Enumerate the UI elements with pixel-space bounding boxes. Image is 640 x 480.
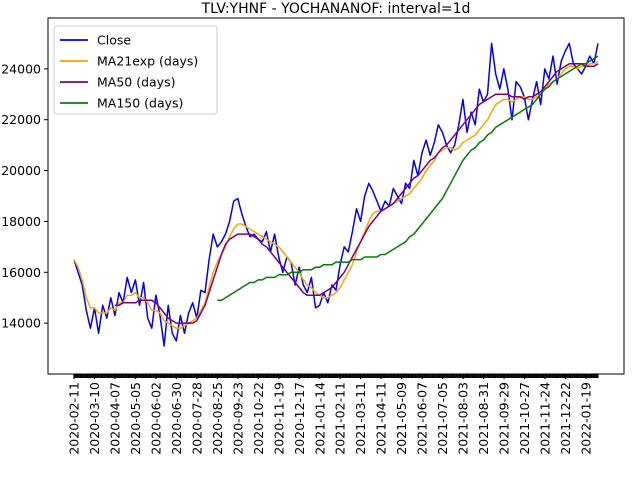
x-tick-label: 2021-07-05 <box>435 382 450 455</box>
legend-label: Close <box>97 33 131 48</box>
x-tick-label: 2020-12-17 <box>292 382 307 455</box>
plot-area <box>73 42 599 347</box>
y-tick-label: 22000 <box>1 112 41 127</box>
y-tick-label: 20000 <box>1 163 41 178</box>
legend-box <box>53 25 218 115</box>
y-axis: 14000 16000 18000 20000 22000 24000 <box>1 61 48 331</box>
y-tick-label: 18000 <box>1 214 41 229</box>
series-line-0 <box>73 42 599 347</box>
x-tick-label: 2021-05-09 <box>394 382 409 455</box>
x-tick-label: 2021-02-11 <box>333 382 348 455</box>
x-tick-label: 2020-07-28 <box>189 382 204 455</box>
chart-title: TLV:YHNF - YOCHANANOF: interval=1d <box>201 1 471 17</box>
x-tick-label: 2021-08-31 <box>476 382 491 455</box>
x-tick-label: 2021-03-11 <box>353 382 368 455</box>
x-tick-label: 2020-10-22 <box>251 382 266 455</box>
x-tick-label: 2021-11-24 <box>538 382 553 455</box>
x-tick-label: 2021-09-29 <box>497 382 512 455</box>
y-tick-label: 16000 <box>1 265 41 280</box>
legend-label: MA50 (days) <box>97 75 175 90</box>
x-tick-label: 2021-04-11 <box>374 382 389 455</box>
x-tick-label: 2020-09-23 <box>230 382 245 455</box>
legend-label: MA150 (days) <box>97 96 183 111</box>
x-tick-label: 2020-06-30 <box>169 382 184 455</box>
x-tick-label: 2020-03-10 <box>87 382 102 455</box>
x-tick-label: 2020-08-25 <box>210 382 225 455</box>
x-tick-label: 2020-06-02 <box>148 382 163 455</box>
series-line-3 <box>217 55 599 302</box>
x-tick-label: 2021-10-27 <box>517 382 532 455</box>
series-line-1 <box>73 60 599 329</box>
x-tick-label: 2021-08-03 <box>456 382 471 455</box>
x-tick-label: 2021-01-14 <box>312 382 327 455</box>
x-tick-label: 2021-12-22 <box>558 382 573 455</box>
x-tick-label: 2021-06-07 <box>415 382 430 455</box>
legend: Close MA21exp (days) MA50 (days) MA150 (day… <box>53 25 218 115</box>
legend-label: MA21exp (days) <box>97 54 198 69</box>
y-tick-label: 14000 <box>1 316 41 331</box>
x-tick-label: 2020-02-11 <box>67 382 82 455</box>
x-tick-label: 2020-05-05 <box>128 382 143 455</box>
x-tick-label: 2022-01-19 <box>579 382 594 455</box>
x-tick-label: 2020-04-07 <box>107 382 122 455</box>
y-tick-label: 24000 <box>1 61 41 76</box>
x-tick-label: 2020-11-19 <box>271 382 286 455</box>
x-axis: 2020-02-11 2020-03-10 2020-04-07 2020-05-05… <box>67 374 599 455</box>
series-line-2 <box>114 63 599 324</box>
